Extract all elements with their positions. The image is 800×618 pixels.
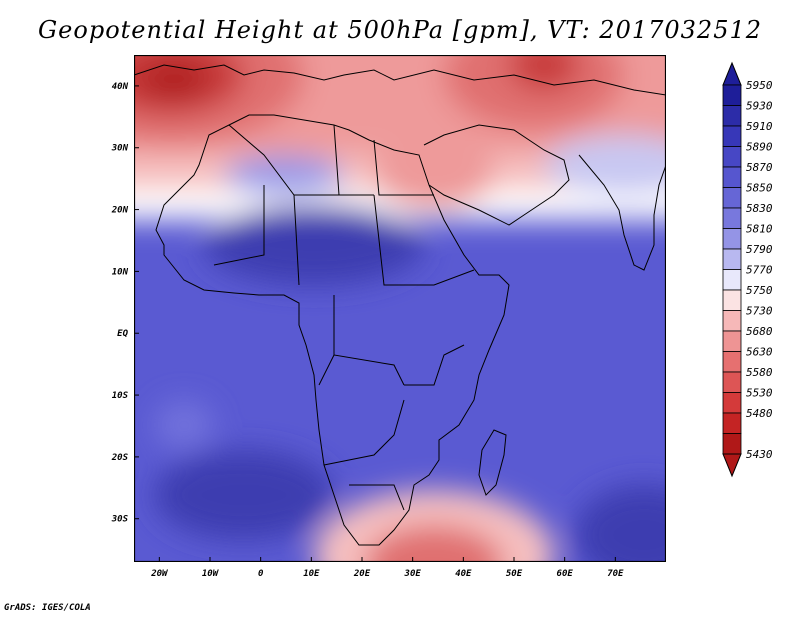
lon-label-1: 10W <box>202 569 220 579</box>
field-deep-blue-south-atlantic <box>154 450 334 540</box>
colorbar-label-0: 5950 <box>746 79 773 92</box>
field-red-south <box>364 525 504 562</box>
colorbar-swatch-14 <box>722 371 742 393</box>
colorbar-swatch-1 <box>722 105 742 127</box>
colorbar-bottom-arrow <box>722 453 742 478</box>
colorbar-label-3: 5890 <box>746 141 773 154</box>
colorbar-swatch-10 <box>722 289 742 311</box>
lon-label-9: 70E <box>607 569 624 579</box>
colorbar-label-9: 5770 <box>746 264 773 277</box>
colorbar-swatch-9 <box>722 269 742 291</box>
grads-credit: GrADS: IGES/COLA <box>4 603 91 613</box>
lat-label-0: 40N <box>112 82 129 92</box>
latitude-labels: 40N 30N 20N 10N EQ 10S 20S 30S <box>111 82 139 525</box>
colorbar-swatch-3 <box>722 146 742 168</box>
colorbar-label-7: 5810 <box>746 223 773 236</box>
africa-coastline <box>155 114 510 546</box>
colorbar-swatch-6 <box>722 207 742 229</box>
colorbar-label-12: 5680 <box>746 325 773 338</box>
lon-label-4: 20E <box>353 569 371 579</box>
field-deep-blue-sahel <box>204 205 424 285</box>
lon-label-7: 50E <box>506 569 523 579</box>
colorbar-label-10: 5750 <box>746 284 773 297</box>
mediterranean-coastline <box>134 64 666 96</box>
longitude-labels: 20W 10W 0 10E 20E 30E 40E 50E 60E 70E <box>150 557 624 579</box>
lat-label-3: 10N <box>112 267 129 277</box>
colorbar-swatch-15 <box>722 392 742 414</box>
colorbar-swatch-16 <box>722 412 742 434</box>
colorbar-swatch-5 <box>722 187 742 209</box>
colorbar-label-16: 5480 <box>746 407 773 420</box>
lat-label-1: 30N <box>111 144 129 154</box>
field-red-arabia <box>374 140 494 210</box>
lon-label-2: 0 <box>258 569 264 579</box>
field-mid-blue-southwest <box>154 400 214 450</box>
lon-label-8: 60E <box>557 569 574 579</box>
colorbar-swatch-17 <box>722 433 742 455</box>
map-title: Geopotential Height at 500hPa [gpm], VT:… <box>38 16 762 44</box>
colorbar-label-11: 5730 <box>746 305 773 318</box>
colorbar: 5950 5930 5910 5890 5870 5850 5830 5810 5790 5770… <box>722 61 773 478</box>
height-field <box>134 55 666 562</box>
colorbar-label-14: 5580 <box>746 366 773 379</box>
madagascar-coastline <box>478 429 507 496</box>
colorbar-swatch-0 <box>722 84 742 106</box>
colorbar-label-6: 5830 <box>746 202 773 215</box>
coastlines <box>134 64 666 546</box>
lon-label-0: 20W <box>150 569 169 579</box>
colorbar-label-4: 5870 <box>746 161 773 174</box>
lat-label-4: EQ <box>117 329 128 339</box>
lat-label-5: 10S <box>112 391 129 401</box>
country-borders <box>213 124 475 511</box>
colorbar-label-8: 5790 <box>746 243 773 256</box>
height-map <box>134 55 666 562</box>
map-frame <box>134 55 666 562</box>
colorbar-swatch-2 <box>722 125 742 147</box>
colorbar-swatch-7 <box>722 228 742 250</box>
lon-label-6: 40E <box>455 569 472 579</box>
colorbar-label-2: 5910 <box>746 120 773 133</box>
colorbar-label-17: 5430 <box>746 448 773 461</box>
colorbar-label-15: 5530 <box>746 387 773 400</box>
colorbar-swatch-11 <box>722 310 742 332</box>
field-deep-blue-indian-ocean <box>574 485 666 562</box>
lon-label-5: 30E <box>404 569 422 579</box>
lat-label-6: 20S <box>111 453 129 463</box>
arabia-coastline <box>423 124 570 226</box>
colorbar-top-arrow <box>722 61 742 86</box>
field-deep-red-east <box>509 55 579 90</box>
colorbar-swatch-13 <box>722 351 742 373</box>
colorbar-swatch-8 <box>722 248 742 270</box>
field-red-east <box>444 55 624 130</box>
lon-label-3: 10E <box>303 569 320 579</box>
colorbar-label-1: 5930 <box>746 100 773 113</box>
colorbar-label-5: 5850 <box>746 182 773 195</box>
colorbar-swatch-12 <box>722 330 742 352</box>
colorbar-label-13: 5630 <box>746 346 773 359</box>
colorbar-swatch-4 <box>722 166 742 188</box>
field-pale-blue-east <box>544 135 666 195</box>
field-light-blue-north <box>224 155 344 195</box>
lat-label-2: 20N <box>111 206 129 216</box>
india-coastline <box>578 154 666 271</box>
lat-label-7: 30S <box>111 515 129 525</box>
